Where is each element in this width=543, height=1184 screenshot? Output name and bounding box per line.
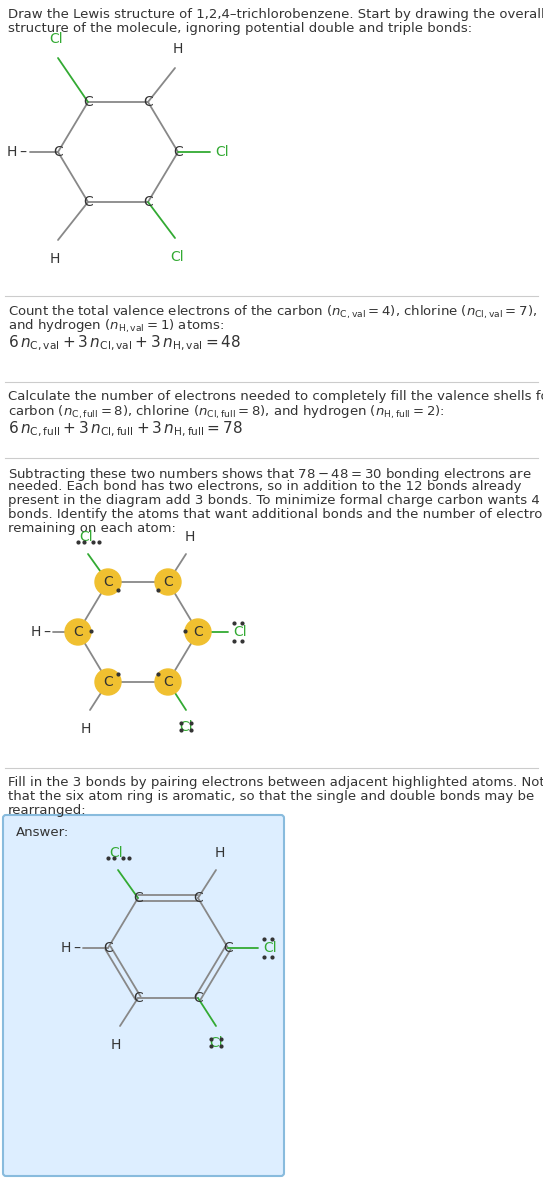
Text: rearranged:: rearranged:: [8, 804, 87, 817]
Text: present in the diagram add 3 bonds. To minimize formal charge carbon wants 4: present in the diagram add 3 bonds. To m…: [8, 494, 540, 507]
Text: bonds. Identify the atoms that want additional bonds and the number of electrons: bonds. Identify the atoms that want addi…: [8, 508, 543, 521]
Text: H: H: [173, 41, 183, 56]
Text: $6\,n_{\rm C,val}+3\,n_{\rm Cl,val}+3\,n_{\rm H,val}=48$: $6\,n_{\rm C,val}+3\,n_{\rm Cl,val}+3\,n…: [8, 334, 241, 353]
Text: H: H: [215, 847, 225, 860]
Text: Cl: Cl: [49, 32, 63, 46]
Text: Cl: Cl: [179, 720, 193, 734]
Text: H: H: [50, 252, 60, 266]
Circle shape: [65, 619, 91, 645]
Text: C: C: [223, 941, 233, 955]
Text: C: C: [133, 892, 143, 905]
Text: H: H: [185, 530, 195, 543]
Text: C: C: [73, 625, 83, 639]
Text: that the six atom ring is aromatic, so that the single and double bonds may be: that the six atom ring is aromatic, so t…: [8, 790, 534, 803]
Text: Cl: Cl: [233, 625, 247, 639]
Text: H –: H –: [31, 625, 51, 639]
Text: C: C: [103, 675, 113, 689]
Text: C: C: [163, 575, 173, 588]
Text: Cl: Cl: [170, 250, 184, 264]
Text: Cl: Cl: [109, 847, 123, 860]
Circle shape: [185, 619, 211, 645]
Text: Draw the Lewis structure of 1,2,4–trichlorobenzene. Start by drawing the overall: Draw the Lewis structure of 1,2,4–trichl…: [8, 8, 543, 21]
FancyBboxPatch shape: [3, 815, 284, 1176]
Text: H: H: [81, 722, 91, 736]
Text: C: C: [103, 941, 113, 955]
Circle shape: [155, 570, 181, 596]
Text: C: C: [193, 991, 203, 1005]
Text: $6\,n_{\rm C,full}+3\,n_{\rm Cl,full}+3\,n_{\rm H,full}=78$: $6\,n_{\rm C,full}+3\,n_{\rm Cl,full}+3\…: [8, 420, 243, 439]
Text: C: C: [53, 144, 63, 159]
Text: C: C: [83, 195, 93, 210]
Text: remaining on each atom:: remaining on each atom:: [8, 522, 176, 535]
Text: carbon ($n_{\rm C,full}=8$), chlorine ($n_{\rm Cl,full}=8$), and hydrogen ($n_{\: carbon ($n_{\rm C,full}=8$), chlorine ($…: [8, 404, 445, 422]
Text: C: C: [83, 95, 93, 109]
Text: Calculate the number of electrons needed to completely fill the valence shells f: Calculate the number of electrons needed…: [8, 390, 543, 403]
Text: C: C: [103, 575, 113, 588]
Circle shape: [95, 570, 121, 596]
Text: Subtracting these two numbers shows that $78-48=30$ bonding electrons are: Subtracting these two numbers shows that…: [8, 466, 532, 483]
Text: C: C: [163, 675, 173, 689]
Text: C: C: [173, 144, 183, 159]
Text: structure of the molecule, ignoring potential double and triple bonds:: structure of the molecule, ignoring pote…: [8, 22, 472, 36]
Text: Cl: Cl: [209, 1036, 223, 1050]
Circle shape: [95, 669, 121, 695]
Text: C: C: [143, 95, 153, 109]
Text: C: C: [143, 195, 153, 210]
Circle shape: [155, 669, 181, 695]
Text: Answer:: Answer:: [16, 826, 70, 839]
Text: Count the total valence electrons of the carbon ($n_{\rm C,val}=4$), chlorine ($: Count the total valence electrons of the…: [8, 304, 537, 321]
Text: H: H: [111, 1038, 121, 1053]
Text: Cl: Cl: [79, 530, 93, 543]
Text: H –: H –: [7, 144, 27, 159]
Text: C: C: [193, 892, 203, 905]
Text: and hydrogen ($n_{\rm H,val}=1$) atoms:: and hydrogen ($n_{\rm H,val}=1$) atoms:: [8, 318, 224, 335]
Text: Fill in the 3 bonds by pairing electrons between adjacent highlighted atoms. Not: Fill in the 3 bonds by pairing electrons…: [8, 776, 543, 789]
Text: C: C: [193, 625, 203, 639]
Text: Cl: Cl: [215, 144, 229, 159]
Text: H –: H –: [61, 941, 81, 955]
Text: needed. Each bond has two electrons, so in addition to the 12 bonds already: needed. Each bond has two electrons, so …: [8, 480, 521, 493]
Text: C: C: [133, 991, 143, 1005]
Text: Cl: Cl: [263, 941, 276, 955]
